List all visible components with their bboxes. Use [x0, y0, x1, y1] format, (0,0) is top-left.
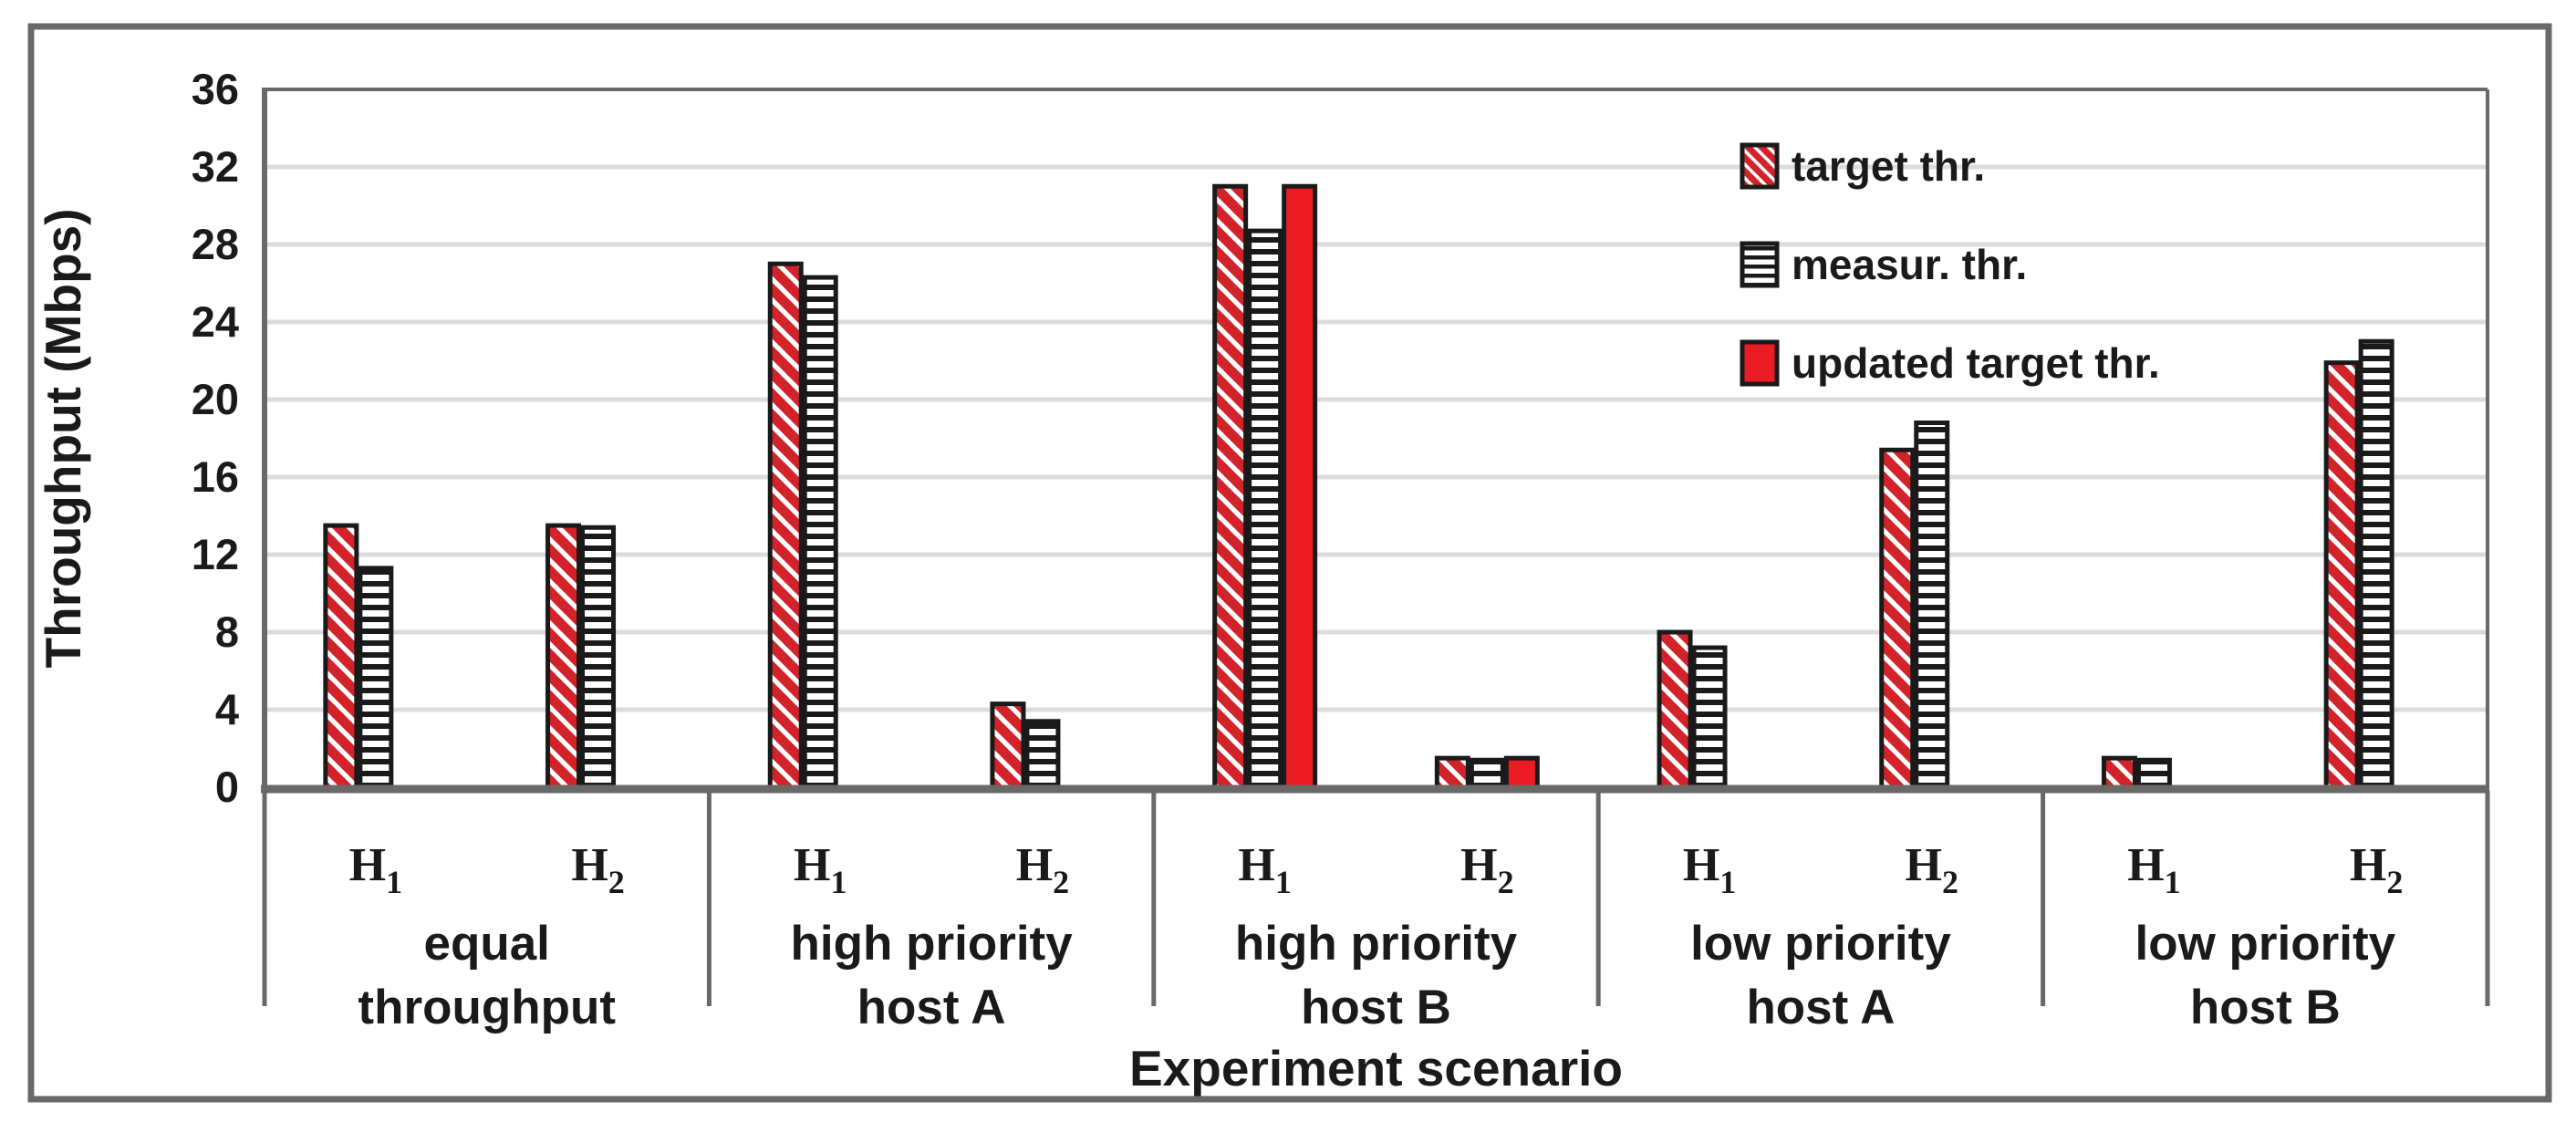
legend-label: target thr.	[1792, 142, 1985, 190]
bar-target-g3-h2	[1434, 755, 1470, 790]
x-category-label-h1: H1	[794, 839, 847, 900]
x-category-label-h2: H2	[1460, 839, 1513, 900]
scenario-label-line: high priority	[791, 917, 1074, 971]
x-category-label-h2: H2	[1906, 839, 1958, 900]
bar-measured-g5-h2	[2358, 338, 2394, 790]
y-tick-label: 16	[192, 452, 239, 501]
x-category-label-h1: H1	[349, 839, 402, 900]
bar-measured-g1-h2	[580, 525, 617, 790]
y-tick-label: 32	[192, 142, 239, 191]
scenario-label-line: host A	[857, 981, 1006, 1034]
legend-item: measur. thr.	[1740, 241, 2027, 288]
y-tick-label: 8	[215, 608, 239, 656]
scenario-label-line: high priority	[1235, 917, 1518, 971]
scenario-label-line: low priority	[1690, 917, 1951, 971]
bar-measured-g2-h2	[1024, 719, 1061, 790]
x-category-label-h2: H2	[571, 839, 624, 900]
host-labels: H1 H2 H1 H2 H1 H2 H1 H2 H1 H2	[349, 839, 2404, 900]
legend-item: target thr.	[1740, 142, 1985, 190]
y-tick-label: 20	[192, 375, 239, 423]
bar-measured-g4-h2	[1914, 421, 1950, 790]
bar-measured-g1-h1	[358, 566, 394, 790]
x-category-label-h1: H1	[2127, 839, 2180, 900]
bar-target-g4-h2	[1879, 447, 1916, 790]
bar-target-g5-h2	[2323, 360, 2360, 790]
bar-measured-g2-h1	[802, 275, 838, 790]
bar-measured-g5-h1	[2135, 757, 2172, 790]
legend: target thr. measur. thr. updated target th…	[1740, 142, 2160, 387]
bar-measured-g4-h1	[1691, 645, 1728, 790]
y-tick-label: 24	[192, 297, 239, 346]
category-separators	[262, 791, 2490, 1006]
bar-target-g4-h1	[1657, 629, 1693, 790]
figure-border	[27, 23, 2552, 1103]
bar-measured-g3-h1	[1247, 228, 1283, 790]
scenario-label-line: throughput	[358, 981, 616, 1034]
legend-swatch-diagonal-red-stripes	[1740, 142, 1780, 190]
bar-target-g1-h2	[545, 523, 582, 790]
y-tick-label: 36	[192, 65, 239, 113]
bar-measured-g3-h2	[1469, 757, 1505, 790]
scenario-label-line: equal	[423, 917, 549, 971]
y-tick-label: 12	[192, 530, 239, 578]
legend-label: updated target thr.	[1792, 339, 2160, 387]
x-category-label-h2: H2	[1016, 839, 1069, 900]
bar-updated-g3-h1	[1282, 183, 1318, 790]
y-tick-label: 28	[192, 220, 239, 268]
bar-target-g2-h1	[767, 261, 804, 790]
x-category-label-h1: H1	[1238, 839, 1291, 900]
bars	[323, 183, 2394, 790]
legend-item: updated target thr.	[1740, 339, 2160, 387]
x-axis-title: Experiment scenario	[1129, 1040, 1623, 1096]
scenario-label-line: low priority	[2135, 917, 2395, 971]
scenario-label-line: host B	[2190, 981, 2341, 1034]
y-tick-label: 4	[215, 685, 239, 733]
x-category-label-h1: H1	[1683, 839, 1736, 900]
scenario-label-line: host A	[1746, 981, 1895, 1034]
bar-target-g1-h1	[323, 523, 359, 790]
y-tick-label: 0	[215, 763, 239, 811]
legend-swatch-horizontal-black-stripes	[1740, 241, 1780, 288]
scenario-label-line: host B	[1301, 981, 1451, 1034]
bar-target-g5-h1	[2101, 755, 2137, 790]
legend-swatch-solid-red	[1740, 339, 1780, 387]
bar-target-g3-h1	[1212, 183, 1249, 790]
bar-updated-g3-h2	[1503, 755, 1540, 790]
y-tick-labels: 0 4 8 12 16 20 24 28 32 36	[192, 65, 239, 811]
scenario-labels: equal throughput high priority host A high p…	[358, 917, 2395, 1034]
bar-target-g2-h2	[990, 701, 1026, 790]
gridlines	[265, 164, 2488, 712]
x-category-label-h2: H2	[2350, 839, 2403, 900]
legend-label: measur. thr.	[1792, 241, 2027, 288]
y-axis-title: Throughput (Mbps)	[35, 209, 91, 669]
